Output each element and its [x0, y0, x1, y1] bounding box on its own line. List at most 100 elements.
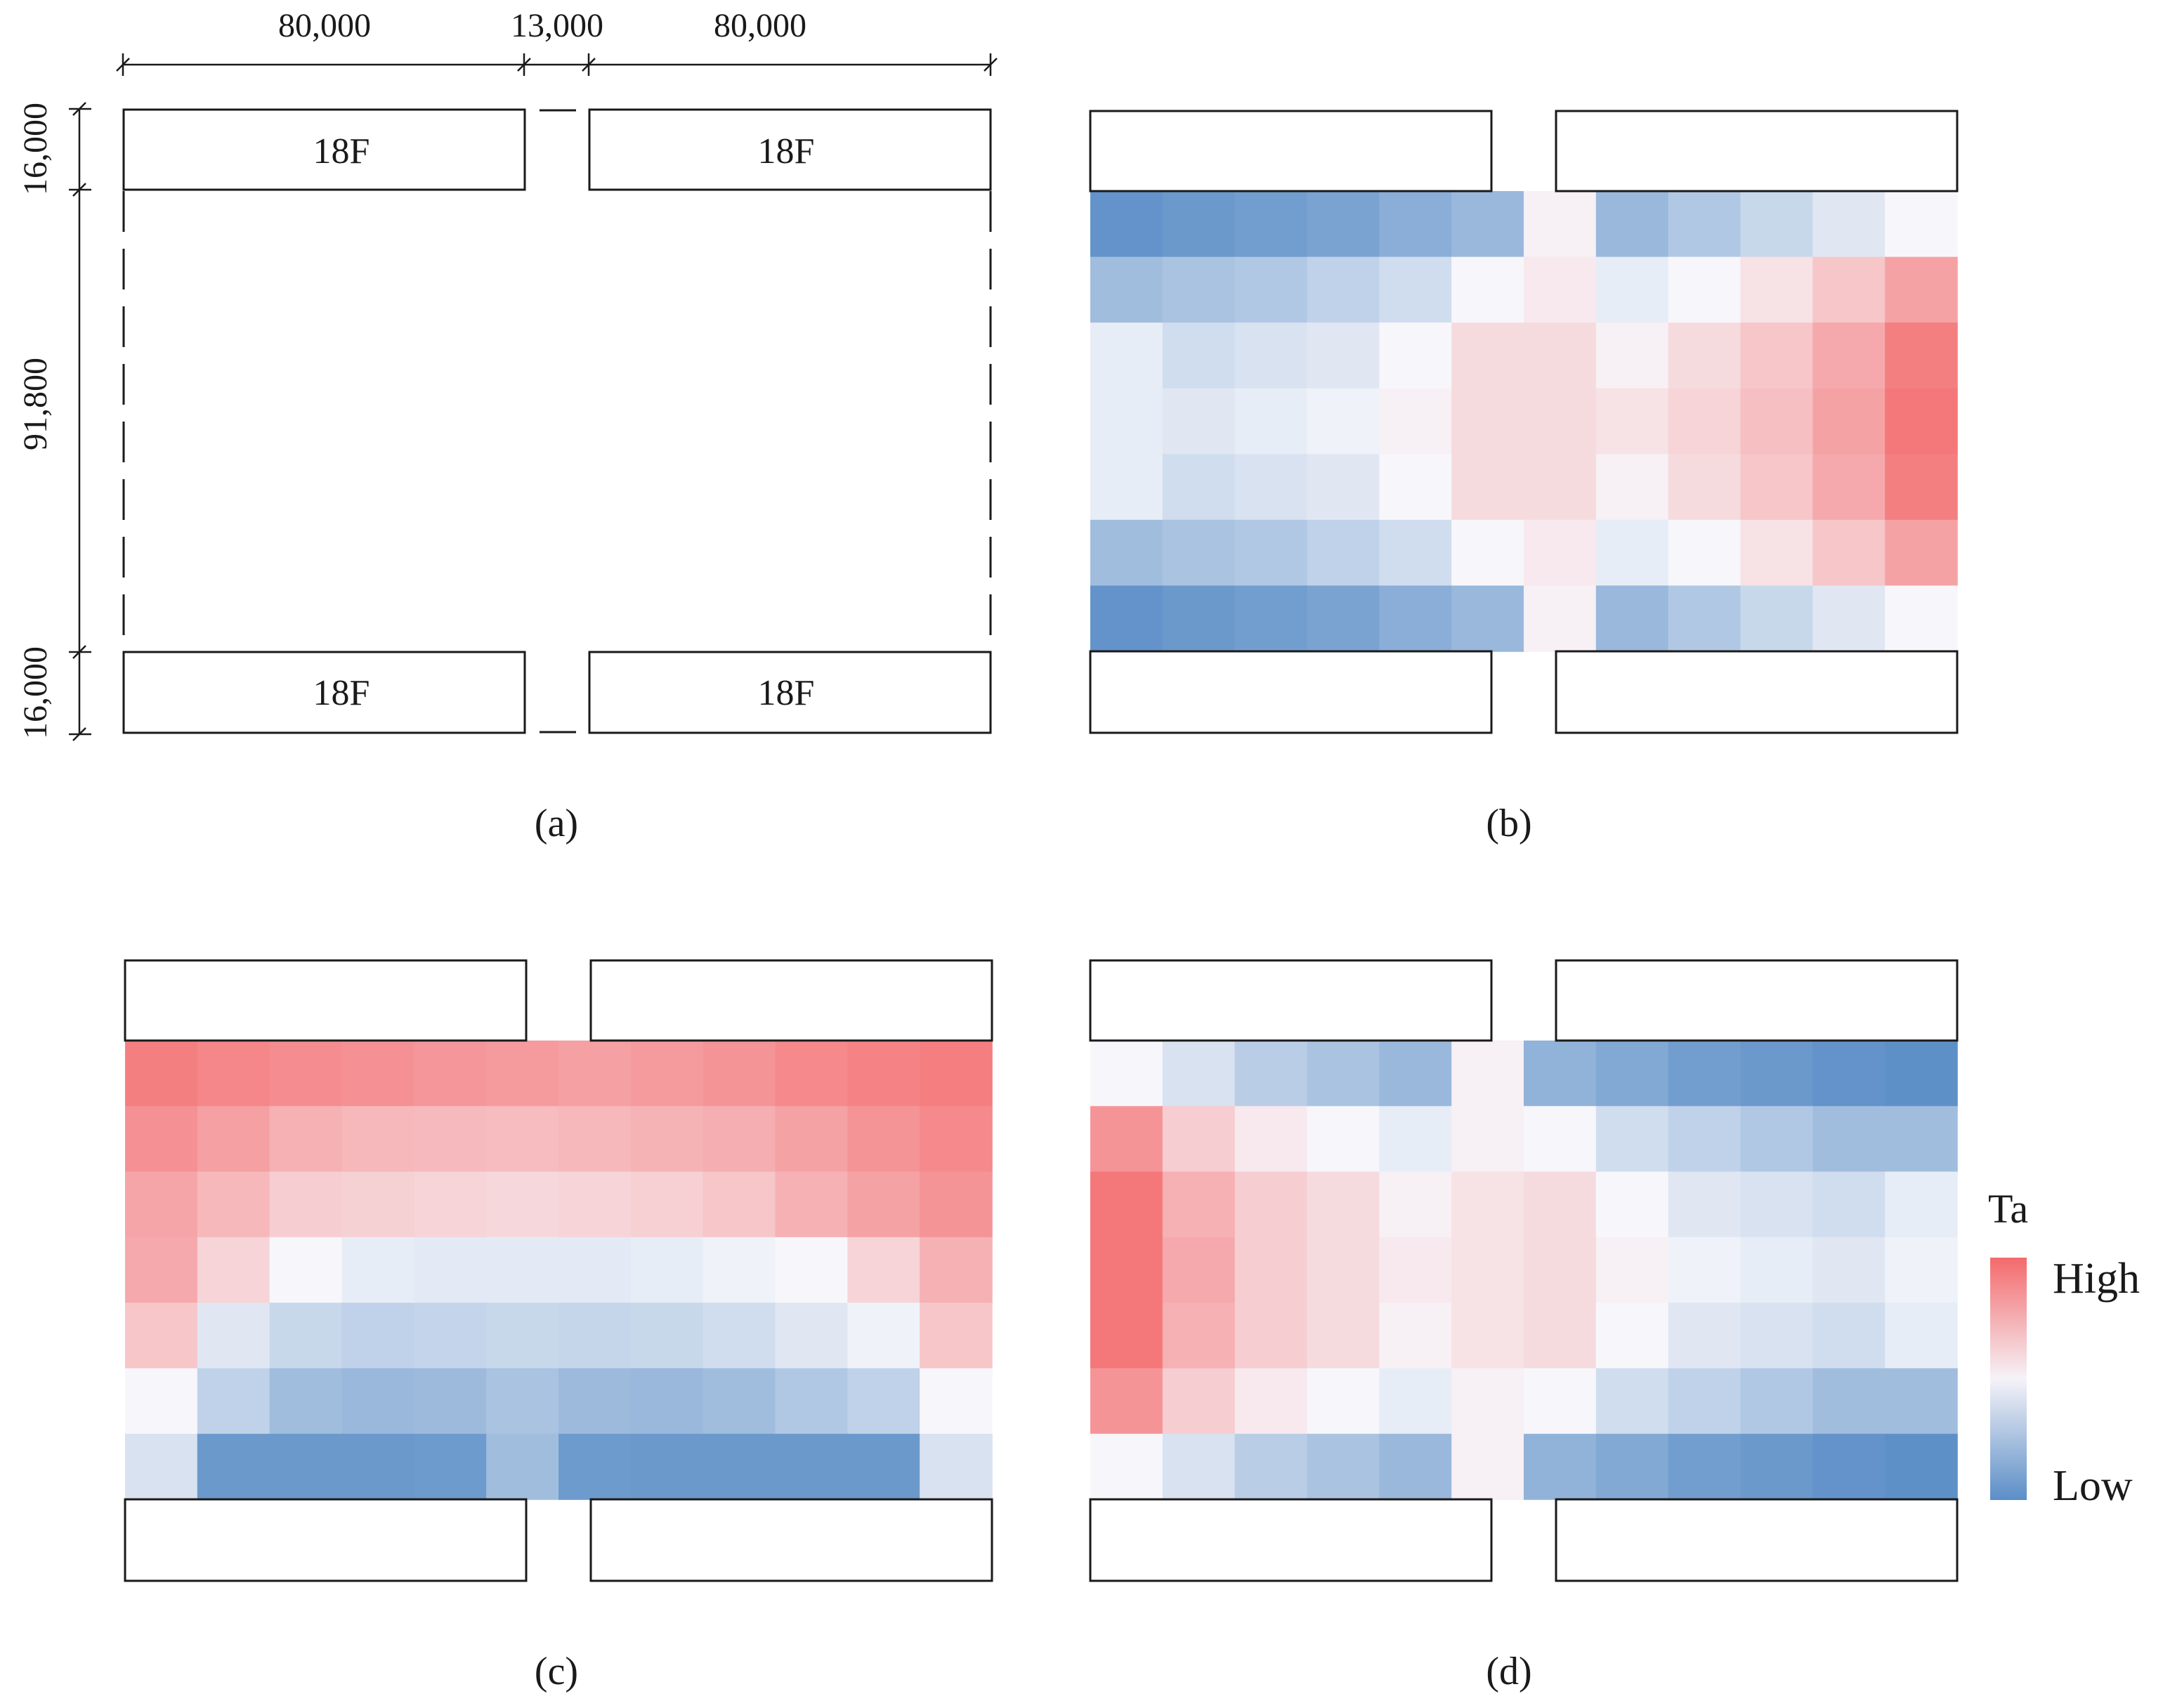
heatmap-d-cell	[1668, 1433, 1741, 1500]
heatmap-b-cell	[1668, 322, 1741, 389]
heatmap-c-cell	[630, 1106, 704, 1173]
heatmap-d-cell	[1162, 1106, 1236, 1173]
heatmap-c-cell	[341, 1171, 415, 1238]
heatmap-b-cell	[1595, 191, 1669, 258]
heatmap-c-cell	[197, 1368, 270, 1435]
heatmap-c-cell	[197, 1171, 270, 1238]
heatmap-d-cell	[1090, 1368, 1163, 1435]
heatmap-d-cell	[1885, 1171, 1958, 1238]
building-b-bottom-right	[1555, 650, 1959, 734]
legend-colorbar	[1990, 1258, 2027, 1500]
heatmap-b-cell	[1451, 191, 1524, 258]
heatmap-b-cell	[1379, 454, 1452, 521]
heatmap-d-cell	[1668, 1237, 1741, 1303]
heatmap-b-cell	[1234, 256, 1308, 323]
heatmap-d-cell	[1885, 1303, 1958, 1369]
building-b-top-right	[1555, 110, 1959, 193]
heatmap-b-cell	[1234, 388, 1308, 455]
building-c-bottom-right	[589, 1498, 993, 1582]
building-d-bottom-right	[1555, 1498, 1959, 1582]
heatmap-c-cell	[847, 1303, 920, 1369]
heatmap-b-cell	[1162, 585, 1236, 652]
heatmap-d-cell	[1307, 1237, 1380, 1303]
heatmap-c-cell	[630, 1041, 704, 1107]
heatmap-d-cell	[1307, 1368, 1380, 1435]
heatmap-d-cell	[1379, 1171, 1452, 1238]
heatmap-c-cell	[341, 1041, 415, 1107]
heatmap-d-cell	[1595, 1237, 1669, 1303]
heatmap-c-cell	[197, 1237, 270, 1303]
heatmap-d-cell	[1234, 1433, 1308, 1500]
heatmap-b-cell	[1740, 585, 1814, 652]
heatmap-b-cell	[1090, 519, 1163, 587]
heatmap-d-cell	[1307, 1303, 1380, 1369]
heatmap-c-cell	[558, 1303, 632, 1369]
heatmap-b-cell	[1090, 322, 1163, 389]
heatmap-b-cell	[1090, 585, 1163, 652]
heatmap-c-cell	[486, 1303, 559, 1369]
panel-a: 80,000 13,000 80,000 16,000 91,800 16,00…	[17, 7, 998, 741]
heatmap-d-cell	[1812, 1237, 1886, 1303]
heatmap-b-cell	[1668, 454, 1741, 521]
heatmap-b-cell	[1162, 388, 1236, 455]
heatmap-d-cell	[1451, 1368, 1524, 1435]
heatmap-d-cell	[1451, 1237, 1524, 1303]
heatmap-b-cell	[1307, 454, 1380, 521]
building-a-bottom-left	[122, 651, 526, 734]
heatmap-b-cell	[1234, 322, 1308, 389]
heatmap-d-cell	[1234, 1237, 1308, 1303]
heatmap-c-cell	[414, 1368, 487, 1435]
heatmap-d-cell	[1090, 1433, 1163, 1500]
gap-dash	[540, 109, 576, 734]
building-a-bottom-right	[588, 651, 992, 734]
heatmap-b-cell	[1451, 585, 1524, 652]
heatmap-d-cell	[1379, 1368, 1452, 1435]
heatmap-c-cell	[197, 1041, 270, 1107]
heatmap-d-cell	[1524, 1237, 1597, 1303]
dim-top-right: 80,000	[714, 7, 806, 44]
heatmap-d-cell	[1379, 1303, 1452, 1369]
heatmap-c-cell	[703, 1171, 776, 1238]
heatmap-b-cell	[1885, 454, 1958, 521]
heatmap-b-cell	[1524, 519, 1597, 587]
heatmap-c-cell	[486, 1237, 559, 1303]
heatmap-d-cell	[1451, 1303, 1524, 1369]
heatmap-b-cell	[1234, 454, 1308, 521]
heatmap-c-cell	[920, 1171, 993, 1238]
heatmap-d-cell	[1595, 1368, 1669, 1435]
building-label-bottom-right: 18F	[758, 673, 815, 713]
heatmap-d-cell	[1524, 1303, 1597, 1369]
heatmap-d-cell	[1234, 1106, 1308, 1173]
heatmap-b-cell	[1307, 322, 1380, 389]
heatmap-c-cell	[630, 1237, 704, 1303]
heatmap-d-cell	[1668, 1368, 1741, 1435]
legend: Ta High Low	[1988, 1186, 2140, 1510]
heatmap-c-cell	[414, 1303, 487, 1369]
heatmap-d-cell	[1451, 1171, 1524, 1238]
heatmap-c-cell	[269, 1368, 343, 1435]
heatmap-c-cell	[197, 1433, 270, 1500]
heatmap-b-cell	[1451, 519, 1524, 587]
dim-top-gap: 13,000	[511, 7, 603, 44]
heatmap-d-cell	[1090, 1171, 1163, 1238]
heatmap-b-cell	[1595, 322, 1669, 389]
heatmap-c-cell	[775, 1171, 849, 1238]
heatmap-d-cell	[1885, 1106, 1958, 1173]
building-label-bottom-left: 18F	[313, 673, 370, 713]
building-d-top-right	[1555, 959, 1959, 1042]
heatmap-b-cell	[1307, 191, 1380, 258]
heatmap-b-cell	[1451, 322, 1524, 389]
heatmap-c-cell	[630, 1171, 704, 1238]
heatmap-c-cell	[558, 1237, 632, 1303]
heatmap-d-cell	[1595, 1303, 1669, 1369]
heatmap-b-cell	[1162, 454, 1236, 521]
heatmap-d-cell	[1379, 1237, 1452, 1303]
heatmap-c-cell	[269, 1433, 343, 1500]
heatmap-d-cell	[1885, 1433, 1958, 1500]
caption-b: (b)	[1486, 802, 1531, 845]
heatmap-b-cell	[1885, 388, 1958, 455]
heatmap-b-cell	[1524, 256, 1597, 323]
heatmap-b-cell	[1307, 585, 1380, 652]
heatmap-d-cell	[1812, 1368, 1886, 1435]
